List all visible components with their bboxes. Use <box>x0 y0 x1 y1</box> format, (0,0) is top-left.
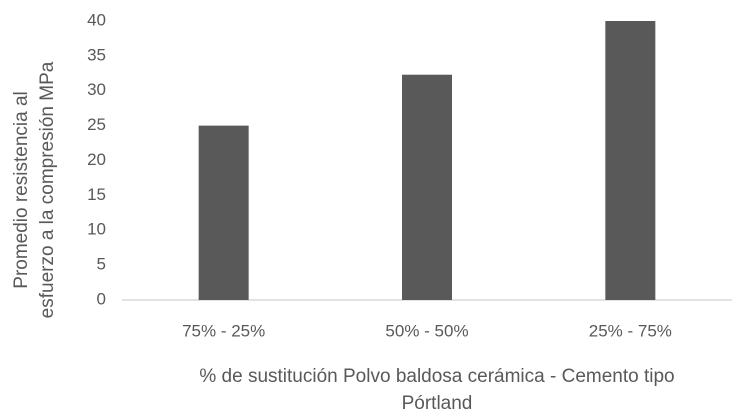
x-tick-label: 75% - 25% <box>182 321 265 340</box>
y-tick-label: 5 <box>97 255 106 274</box>
bar <box>402 74 452 301</box>
x-axis-title: % de sustitución Polvo baldosa cerámica … <box>199 366 674 387</box>
y-axis-title: esfuerzo a la compresión MPa <box>37 61 58 318</box>
y-tick-label: 40 <box>87 10 106 29</box>
x-axis-title: Pórtland <box>402 393 473 414</box>
x-tick-label: 50% - 50% <box>385 321 468 340</box>
y-tick-label: 20 <box>87 150 106 169</box>
y-tick-label: 25 <box>87 115 106 134</box>
y-axis-title-group: Promedio resistencia al esfuerzo a la co… <box>11 61 58 318</box>
y-tick-label: 10 <box>87 220 106 239</box>
y-tick-label: 15 <box>87 185 106 204</box>
y-tick-label: 35 <box>87 45 106 64</box>
bar <box>198 125 249 300</box>
x-tick-label: 25% - 75% <box>589 321 672 340</box>
y-tick-label: 30 <box>87 80 106 99</box>
y-tick-label: 0 <box>97 289 106 308</box>
y-axis-title: Promedio resistencia al <box>11 91 32 288</box>
bar <box>605 21 656 300</box>
